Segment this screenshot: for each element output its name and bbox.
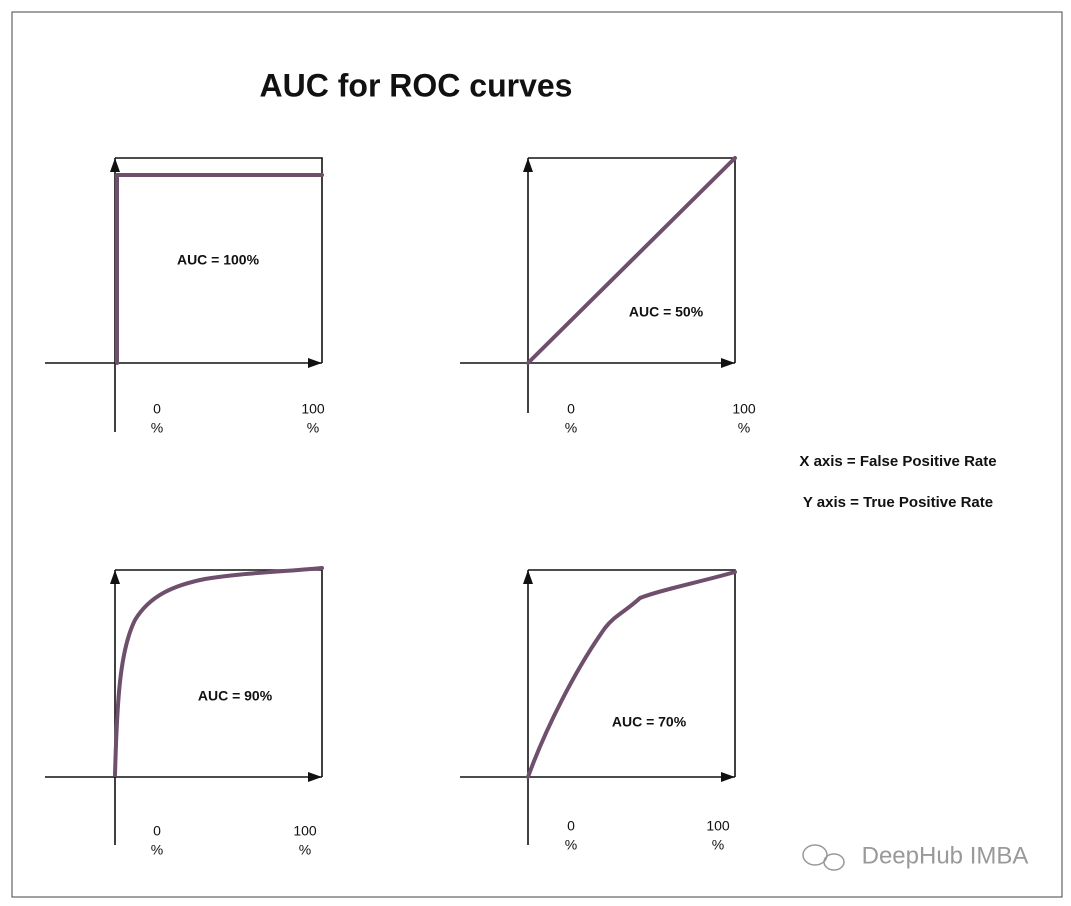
roc-curve [526,156,737,365]
arrow [523,158,533,172]
tick-label: 0 [153,823,161,839]
roc-curve [115,173,324,365]
arrow [523,570,533,584]
tick-unit: % [299,842,311,858]
tick-unit: % [307,420,319,436]
title: AUC for ROC curves [260,67,573,103]
watermark: DeepHub IMBA [862,842,1029,869]
tick-unit: % [151,842,163,858]
tick-label: 100 [293,823,317,839]
tick-unit: % [738,420,750,436]
tick-label: 0 [153,401,161,417]
tick-label: 100 [301,401,325,417]
legend-y: Y axis = True Positive Rate [803,494,993,511]
tick-unit: % [151,420,163,436]
arrow [110,570,120,584]
arrow [721,772,735,782]
auc-label: AUC = 100% [177,252,260,268]
tick-unit: % [565,420,577,436]
legend-x: X axis = False Positive Rate [799,453,996,470]
tick-unit: % [565,837,577,853]
tick-label: 100 [732,401,756,417]
box-edge [115,157,323,363]
arrow [721,358,735,368]
tick-unit: % [712,837,724,853]
arrow [110,158,120,172]
tick-label: 100 [706,818,730,834]
auc-label: AUC = 90% [198,688,273,704]
tick-label: 0 [567,818,575,834]
roc-curve [526,570,737,779]
auc-label: AUC = 50% [629,304,704,320]
roc-curve [113,566,324,777]
watermark-icon [802,844,845,871]
auc-label: AUC = 70% [612,714,687,730]
tick-label: 0 [567,401,575,417]
arrow [308,772,322,782]
arrow [308,358,322,368]
